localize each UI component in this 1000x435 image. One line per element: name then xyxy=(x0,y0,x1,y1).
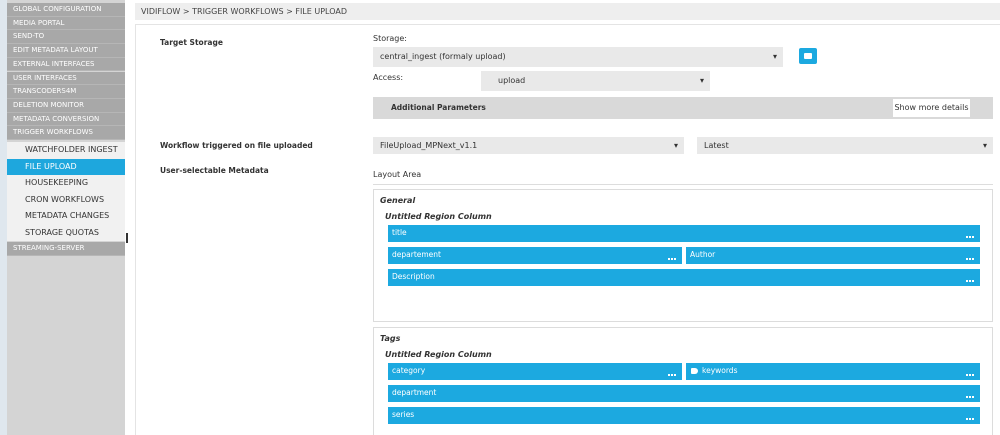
field[interactable]: category xyxy=(388,363,682,380)
field-label: Author xyxy=(690,250,716,259)
label: Layout Area xyxy=(373,170,422,179)
submenu-item[interactable]: STORAGE QUOTAS xyxy=(7,224,125,241)
label: Workflow triggered on file uploaded xyxy=(160,141,313,150)
field-label: Description xyxy=(392,272,435,281)
label: Additional Parameters xyxy=(391,103,486,112)
workflow-select[interactable]: FileUpload_MPNext_v1.1 xyxy=(373,137,684,154)
submenu-item[interactable]: METADATA CHANGES xyxy=(7,208,125,225)
main-panel xyxy=(135,24,1000,435)
access-select[interactable]: upload xyxy=(481,71,710,91)
additional-bar: Additional Parameters Show more details xyxy=(373,97,993,119)
section-box: Tags Untitled Region Column category key… xyxy=(373,327,993,435)
column-title: Untitled Region Column xyxy=(385,350,492,359)
field-label: category xyxy=(392,366,426,375)
field[interactable]: departement xyxy=(388,247,682,264)
submenu-item[interactable]: CRON WORKFLOWS xyxy=(7,191,125,208)
menu-item[interactable]: STREAMING-SERVER xyxy=(7,242,125,256)
label: Storage: xyxy=(373,34,407,43)
label: Access: xyxy=(373,73,404,82)
section-title: Tags xyxy=(380,334,401,343)
field-label: title xyxy=(392,228,407,237)
field-label: series xyxy=(392,410,415,419)
field-label: department xyxy=(392,388,437,397)
menu-item[interactable]: USER INTERFACES xyxy=(7,71,125,86)
folder-button[interactable] xyxy=(799,48,817,64)
submenu-item[interactable]: FILE UPLOAD xyxy=(7,158,125,175)
field-label: keywords xyxy=(702,366,738,375)
section-box: General Untitled Region Column title dep… xyxy=(373,189,993,322)
show-more-button[interactable]: Show more details xyxy=(893,99,970,117)
field[interactable]: keywords xyxy=(686,363,980,380)
scroll-marker xyxy=(126,233,128,243)
field[interactable]: title xyxy=(388,225,980,242)
menu-item[interactable]: GLOBAL CONFIGURATION xyxy=(7,3,125,17)
section-title: General xyxy=(380,196,416,205)
version-select[interactable]: Latest xyxy=(697,137,993,154)
menu-item[interactable]: SEND-TO xyxy=(7,30,125,45)
menu-item[interactable]: METADATA CONVERSION xyxy=(7,112,125,127)
menu-item[interactable]: TRIGGER WORKFLOWS xyxy=(7,126,125,140)
storage-select[interactable]: central_ingest (formaly upload) xyxy=(373,47,783,67)
field-label: departement xyxy=(392,250,441,259)
breadcrumb: VIDIFLOW > TRIGGER WORKFLOWS > FILE UPLO… xyxy=(135,3,1000,20)
menu-item[interactable]: DELETION MONITOR xyxy=(7,98,125,113)
field[interactable]: Description xyxy=(388,269,980,286)
column-title: Untitled Region Column xyxy=(385,212,492,221)
field[interactable]: department xyxy=(388,385,980,402)
label: User-selectable Metadata xyxy=(160,166,269,175)
field[interactable]: series xyxy=(388,407,980,424)
menu-item[interactable]: EXTERNAL INTERFACES xyxy=(7,57,125,72)
submenu-item[interactable]: WATCHFOLDER INGEST xyxy=(7,142,125,159)
menu-item[interactable]: MEDIA PORTAL xyxy=(7,16,125,31)
label: Target Storage xyxy=(160,38,223,47)
divider xyxy=(373,184,993,185)
field[interactable]: Author xyxy=(686,247,980,264)
menu-item[interactable]: EDIT METADATA LAYOUT xyxy=(7,44,125,58)
menu-item[interactable]: TRANSCODERS4M xyxy=(7,85,125,99)
submenu-item[interactable]: HOUSEKEEPING xyxy=(7,175,125,192)
left-strip xyxy=(0,0,7,435)
